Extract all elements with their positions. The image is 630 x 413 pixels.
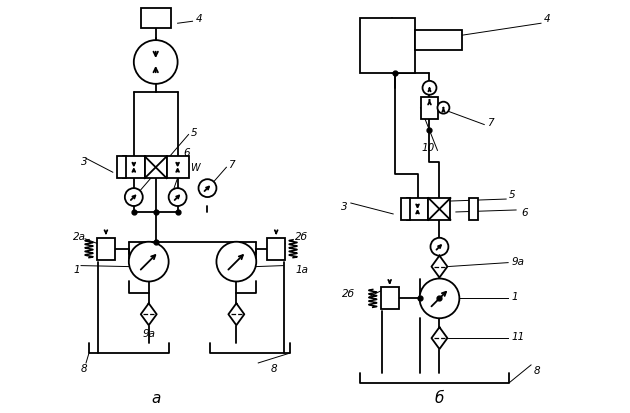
Text: 6: 6 — [183, 148, 190, 158]
Bar — [123, 157, 145, 179]
Bar — [381, 288, 399, 310]
Text: 1: 1 — [511, 292, 518, 301]
Polygon shape — [140, 304, 157, 325]
Text: 4: 4 — [544, 14, 551, 24]
Text: 10: 10 — [421, 143, 435, 153]
Text: 5: 5 — [190, 127, 197, 137]
Text: 7: 7 — [487, 117, 494, 127]
Bar — [428, 199, 450, 221]
Circle shape — [129, 242, 169, 282]
Text: 2а: 2а — [73, 231, 86, 241]
Circle shape — [423, 82, 437, 95]
Circle shape — [437, 102, 449, 114]
Circle shape — [198, 180, 217, 197]
Bar — [117, 157, 126, 179]
Text: 9а: 9а — [142, 328, 155, 338]
Text: 8: 8 — [81, 363, 88, 373]
Polygon shape — [432, 256, 447, 278]
Text: б: б — [435, 390, 444, 405]
Circle shape — [169, 189, 186, 206]
Bar — [167, 157, 188, 179]
Bar — [401, 199, 410, 221]
Text: а: а — [151, 390, 161, 405]
Text: 2б: 2б — [342, 289, 355, 299]
Text: 3: 3 — [81, 157, 88, 167]
Circle shape — [420, 279, 459, 318]
Bar — [406, 199, 428, 221]
Bar — [421, 97, 438, 119]
Circle shape — [217, 242, 256, 282]
Text: 7: 7 — [229, 160, 235, 170]
Bar — [469, 199, 478, 221]
Text: 2б: 2б — [295, 231, 308, 241]
Bar — [415, 31, 462, 51]
Text: 8: 8 — [270, 363, 277, 373]
Text: 6: 6 — [521, 207, 528, 217]
Text: W: W — [190, 163, 200, 173]
Circle shape — [134, 41, 178, 85]
Circle shape — [125, 189, 143, 206]
Text: 3: 3 — [341, 202, 348, 211]
Text: 4: 4 — [195, 14, 202, 24]
Bar — [140, 9, 171, 29]
Text: 11: 11 — [511, 331, 524, 341]
Circle shape — [430, 238, 449, 256]
Text: 1: 1 — [73, 264, 80, 274]
Bar — [267, 238, 285, 260]
Text: 9а: 9а — [511, 256, 524, 266]
Text: 8: 8 — [534, 365, 541, 375]
Text: 5: 5 — [509, 190, 516, 199]
Bar — [360, 19, 415, 74]
Bar — [97, 238, 115, 260]
Text: 1а: 1а — [295, 264, 308, 274]
Polygon shape — [229, 304, 244, 325]
Bar — [145, 157, 167, 179]
Polygon shape — [432, 328, 447, 349]
